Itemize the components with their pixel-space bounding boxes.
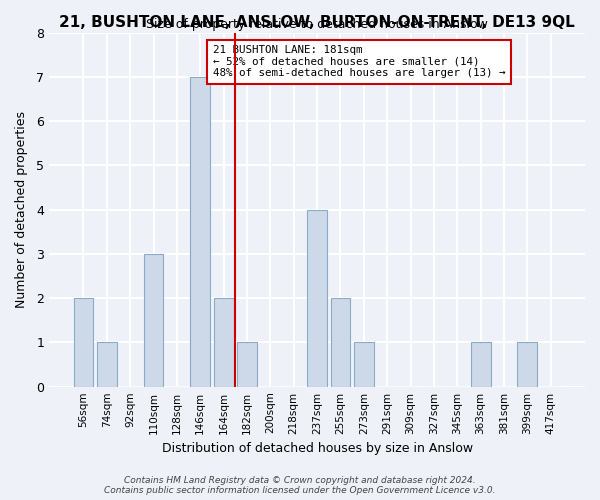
Bar	[471, 342, 491, 386]
Bar	[237, 342, 257, 386]
Bar	[517, 342, 537, 386]
Text: 21 BUSHTON LANE: 181sqm
← 52% of detached houses are smaller (14)
48% of semi-de: 21 BUSHTON LANE: 181sqm ← 52% of detache…	[212, 45, 505, 78]
Bar	[97, 342, 117, 386]
Text: Contains HM Land Registry data © Crown copyright and database right 2024.
Contai: Contains HM Land Registry data © Crown c…	[104, 476, 496, 495]
Y-axis label: Number of detached properties: Number of detached properties	[15, 111, 28, 308]
Title: 21, BUSHTON LANE, ANSLOW, BURTON-ON-TRENT, DE13 9QL: 21, BUSHTON LANE, ANSLOW, BURTON-ON-TREN…	[59, 15, 575, 30]
Bar	[214, 298, 233, 386]
Bar	[354, 342, 374, 386]
Bar	[143, 254, 163, 386]
Text: Size of property relative to detached houses in Anslow: Size of property relative to detached ho…	[146, 18, 488, 31]
Bar	[74, 298, 94, 386]
Bar	[190, 77, 210, 386]
X-axis label: Distribution of detached houses by size in Anslow: Distribution of detached houses by size …	[161, 442, 473, 455]
Bar	[307, 210, 327, 386]
Bar	[331, 298, 350, 386]
